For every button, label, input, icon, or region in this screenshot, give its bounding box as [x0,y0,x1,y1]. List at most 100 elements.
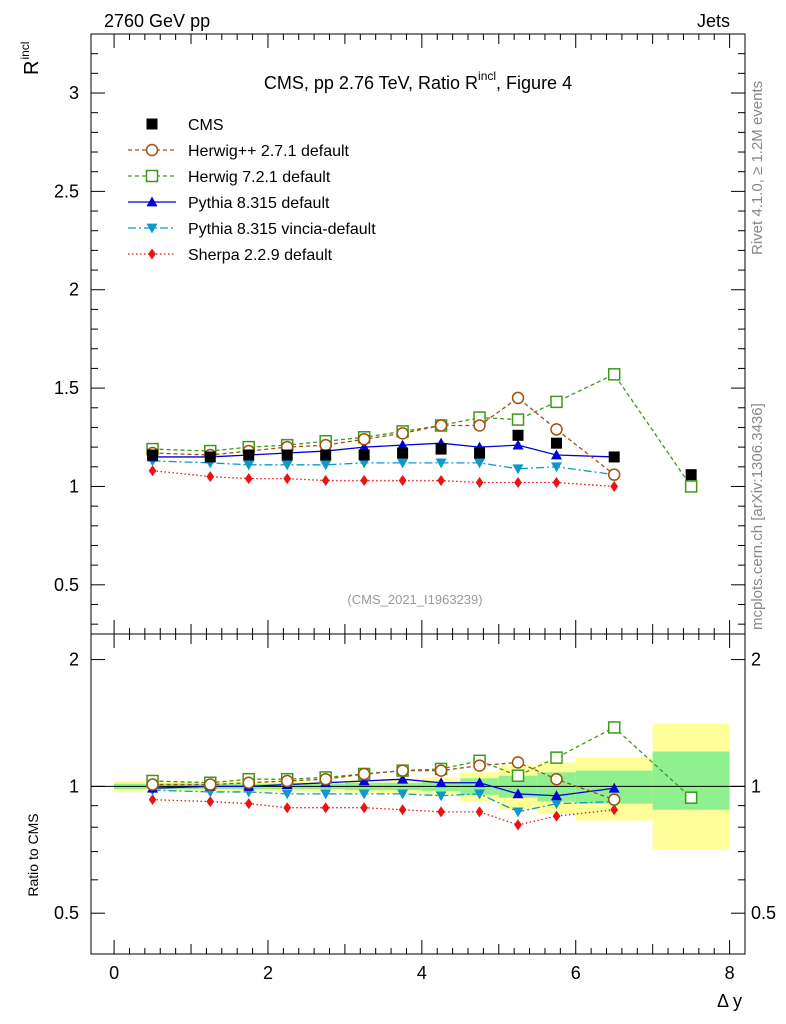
series-line-herwigpp [152,761,615,801]
point-cms [512,429,524,441]
legend: CMS Herwig++ 2.7.1 default Herwig 7.2.1 de… [128,117,376,264]
point-herwig7 [550,395,563,409]
x-tick-label: 6 [571,963,581,983]
point-pythia [550,790,562,801]
point-cms [358,449,370,461]
header-right: Jets [697,11,730,31]
point-vincia [397,789,409,800]
point-sherpa [514,819,522,831]
point-sherpa [437,475,445,487]
point-sherpa [321,475,330,487]
point-pythia [550,449,562,460]
legend-item-herwigpp: Herwig++ 2.7.1 default [128,143,350,160]
legend-label: Pythia 8.315 vincia-default [188,221,376,238]
legend-label: Herwig++ 2.7.1 default [188,143,350,160]
point-herwigpp [511,756,525,769]
point-sherpa [475,477,484,489]
point-herwig7 [684,791,698,804]
legend-label: CMS [188,117,224,134]
point-sherpa [398,475,407,487]
point-herwigpp [396,427,409,440]
point-herwigpp [434,419,448,432]
series-line-vincia [152,460,615,476]
point-sherpa [148,794,157,806]
point-pythia [358,441,370,452]
legend-marker [146,196,158,207]
point-sherpa [244,798,253,810]
legend-item-pythia: Pythia 8.315 default [128,195,330,212]
point-herwigpp [146,778,159,791]
point-pythia [608,782,620,793]
main-title: CMS, pp 2.76 TeV, Ratio Rincl, Figure 4 [264,69,572,93]
point-herwigpp [434,764,448,777]
point-sherpa [514,477,522,489]
point-herwigpp [550,423,563,436]
point-sherpa [206,796,215,808]
legend-item-cms: CMS [146,117,224,134]
y-tick-label: 2.5 [54,181,79,201]
point-sherpa [552,810,561,822]
point-vincia [550,799,562,810]
point-sherpa [360,475,368,487]
point-herwigpp [473,759,486,772]
point-herwigpp [511,391,525,405]
series-line-vincia [152,789,615,813]
point-vincia [474,789,486,800]
series-vincia [147,456,620,481]
point-herwigpp [242,776,255,790]
point-sherpa [398,804,407,816]
point-pythia [435,777,447,788]
rivet-text: Rivet 4.1.0, ≥ 1.2M events [749,81,766,255]
point-sherpa [283,473,292,485]
legend-item-herwig7: Herwig 7.2.1 default [128,169,331,186]
y-axis-label-top: Rincl [18,42,43,75]
axes: 0 2 4 6 8 0.5 1 1.5 2 2.5 3 0.5 0.5 1 1 2 2 [54,33,776,983]
point-herwigpp [396,764,409,777]
point-herwigpp [204,778,217,791]
x-tick-label: 0 [109,963,119,983]
point-herwig7 [607,721,621,734]
point-herwigpp [473,419,486,432]
legend-label: Herwig 7.2.1 default [188,169,331,186]
y-tick-label: 1 [69,776,79,796]
point-sherpa [437,806,445,818]
point-herwig7 [511,413,525,426]
point-vincia [512,464,524,475]
y-tick-label: 1.5 [54,378,79,398]
point-pythia [512,788,524,799]
point-herwigpp [319,772,332,786]
point-sherpa [321,802,330,814]
y-tick-label: 2 [69,280,79,300]
point-sherpa [283,802,292,814]
point-pythia [474,777,486,788]
y-tick-label: 0.5 [54,575,79,595]
series-line-sherpa [152,470,615,488]
point-cms [397,447,409,459]
point-vincia [474,458,486,469]
point-sherpa [610,804,619,816]
point-pythia [397,773,409,784]
point-cms [204,451,216,463]
legend-marker [145,143,159,157]
y-tick-label: 1 [69,476,79,496]
point-vincia [320,789,332,800]
point-cms [320,449,332,461]
point-vincia [320,460,332,471]
x-tick-label: 4 [417,963,427,983]
legend-marker [148,248,156,260]
legend-marker [145,169,159,183]
point-sherpa [475,806,484,818]
legend-label: Sherpa 2.2.9 default [188,247,333,264]
point-sherpa [552,477,561,489]
point-cms [550,437,562,449]
point-cms [147,449,159,461]
y-tick-label: 3 [69,83,79,103]
y-tick-label: 0.5 [54,903,79,923]
series-sherpa [148,465,619,492]
point-vincia [281,789,293,800]
y-tick-label-right: 1 [751,776,761,796]
point-herwigpp [607,468,621,481]
point-pythia [512,439,524,450]
point-cms [435,443,447,455]
